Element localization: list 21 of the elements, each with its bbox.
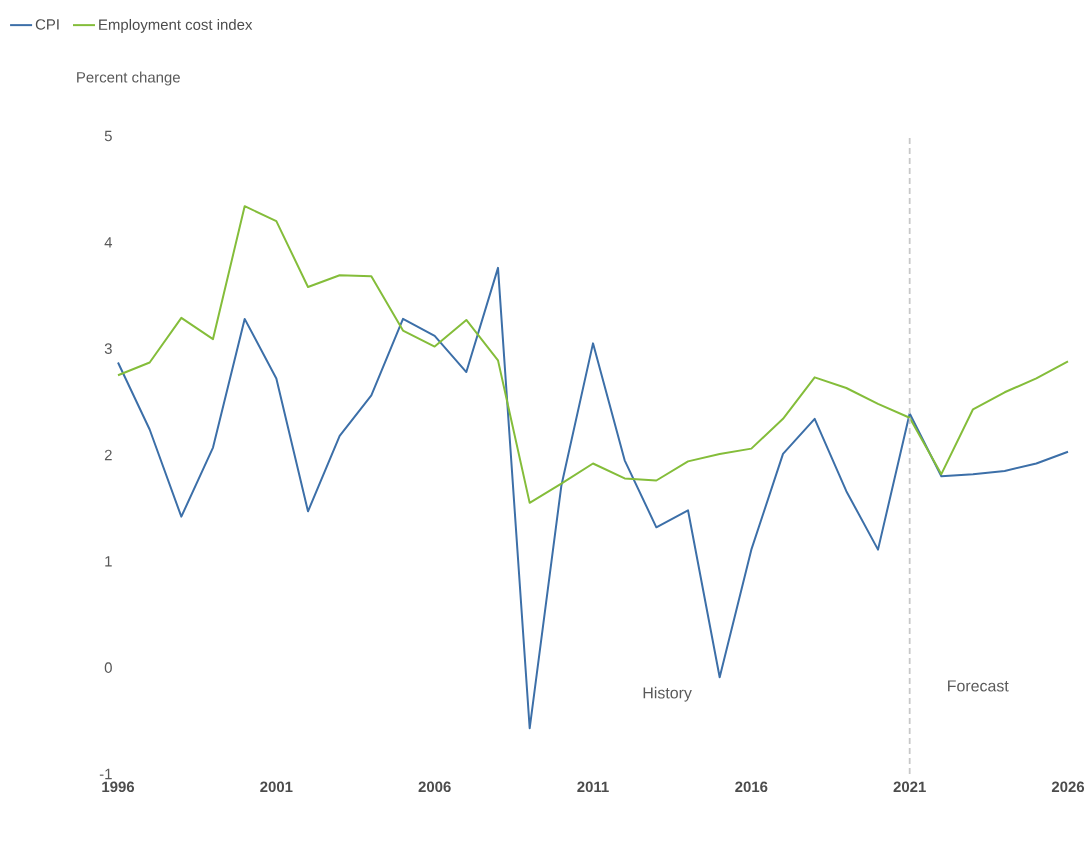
y-tick-label: -1 [99, 768, 112, 780]
y-tick-label: 3 [104, 343, 112, 354]
y-tick-label: 1 [105, 556, 112, 567]
line-series [117, 205, 1070, 504]
x-tick-label: 2016 [735, 781, 768, 793]
y-axis-title: Percent change [77, 71, 180, 86]
x-tick-label: 2011 [577, 781, 609, 793]
annotation: History [643, 686, 692, 702]
y-tick-label: 4 [104, 237, 113, 248]
y-tick-label: 0 [104, 662, 112, 673]
x-tick-label: 2026 [1051, 781, 1085, 793]
x-tick-label: 1996 [102, 781, 135, 793]
legend-label: CPI [35, 19, 59, 30]
legend-label: Employment cost index [99, 18, 253, 33]
x-tick-label: 2001 [260, 781, 293, 793]
x-tick-label: 2006 [418, 781, 451, 793]
x-tick-label: 2021 [893, 781, 926, 793]
annotation: Forecast [948, 680, 1009, 692]
y-tick-label: 5 [104, 130, 112, 142]
y-tick-label: 2 [104, 449, 112, 461]
line-series [117, 266, 1070, 730]
